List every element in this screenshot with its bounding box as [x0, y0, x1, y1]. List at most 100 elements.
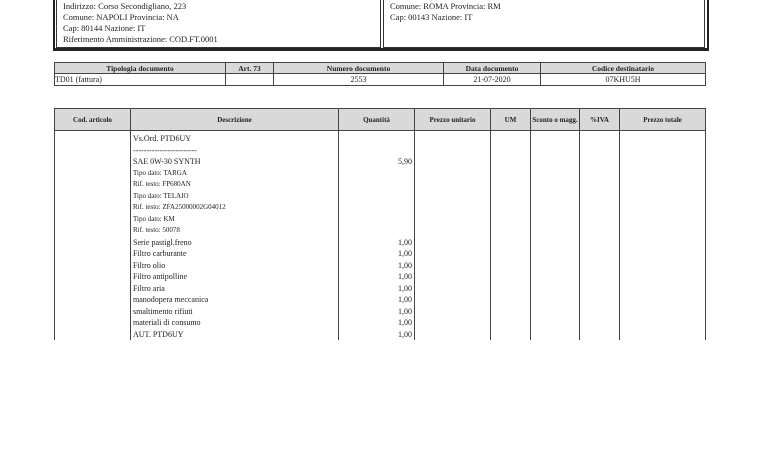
um-cell	[490, 305, 531, 317]
prezzo-totale-cell	[619, 130, 706, 145]
descrizione-cell: SAE 0W-30 SYNTH	[130, 156, 339, 168]
iva-cell	[579, 271, 620, 283]
prezzo-unitario-cell	[414, 271, 491, 283]
document-table: Tipologia documento Art. 73 Numero docum…	[54, 62, 706, 86]
table-row: AUT. PTD6UY 1,00	[54, 328, 706, 340]
descrizione-cell: Tipo dato: TELAIO	[130, 190, 339, 202]
table-row: Filtro antipolline 1,00	[54, 271, 706, 283]
um-cell	[490, 190, 531, 202]
prezzo-totale-cell	[619, 144, 706, 156]
cod-articolo-cell	[54, 225, 131, 237]
sconto-cell	[530, 130, 580, 145]
header-prezzo-totale: Prezzo totale	[619, 108, 706, 131]
sconto-cell	[530, 225, 580, 237]
um-cell	[490, 225, 531, 237]
iva-cell	[579, 213, 620, 225]
cod-articolo-cell	[54, 328, 131, 340]
quantita-cell: 1,00	[338, 259, 415, 271]
table-row: Rif. testo: 50078	[54, 225, 706, 237]
seller-admin-ref: Riferimento Amministrazione: COD.FT.0001	[63, 34, 218, 44]
table-row: Rif. testo: FP680AN	[54, 179, 706, 191]
descrizione-cell: AUT. PTD6UY	[130, 328, 339, 340]
prezzo-totale-cell	[619, 282, 706, 294]
iva-cell	[579, 202, 620, 214]
prezzo-unitario-cell	[414, 130, 491, 145]
table-row: Tipo dato: TARGA	[54, 167, 706, 179]
prezzo-totale-cell	[619, 294, 706, 306]
descrizione-cell: Filtro antipolline	[130, 271, 339, 283]
quantita-cell: 1,00	[338, 282, 415, 294]
cod-articolo-cell	[54, 213, 131, 225]
table-row: manodopera meccanica 1,00	[54, 294, 706, 306]
header-quantita: Quantità	[338, 108, 415, 131]
header-descrizione: Descrizione	[130, 108, 339, 131]
table-row: Vs.Ord. PTD6UY	[54, 130, 706, 145]
cod-articolo-cell	[54, 167, 131, 179]
seller-info: Indirizzo: Corso Secondigliano, 223 Comu…	[56, 0, 381, 48]
prezzo-totale-cell	[619, 259, 706, 271]
um-cell	[490, 167, 531, 179]
seller-city: Comune: NAPOLI Provincia: NA	[63, 12, 179, 22]
quantita-cell	[338, 190, 415, 202]
um-cell	[490, 248, 531, 260]
descrizione-cell: Rif. testo: 50078	[130, 225, 339, 237]
seller-cap: Cap: 80144 Nazione: IT	[63, 23, 146, 33]
iva-cell	[579, 317, 620, 329]
cod-articolo-cell	[54, 236, 131, 248]
iva-cell	[579, 225, 620, 237]
sconto-cell	[530, 144, 580, 156]
um-cell	[490, 236, 531, 248]
parties-box: Indirizzo: Corso Secondigliano, 223 Comu…	[53, 0, 709, 51]
sconto-cell	[530, 179, 580, 191]
um-cell	[490, 259, 531, 271]
prezzo-unitario-cell	[414, 213, 491, 225]
prezzo-unitario-cell	[414, 305, 491, 317]
sconto-cell	[530, 259, 580, 271]
quantita-cell	[338, 202, 415, 214]
iva-cell	[579, 130, 620, 145]
cod-articolo-cell	[54, 190, 131, 202]
prezzo-unitario-cell	[414, 156, 491, 168]
prezzo-totale-cell	[619, 225, 706, 237]
prezzo-totale-cell	[619, 167, 706, 179]
table-row: Tipo dato: KM	[54, 213, 706, 225]
table-row: Filtro olio 1,00	[54, 259, 706, 271]
prezzo-unitario-cell	[414, 225, 491, 237]
table-row: Tipo dato: TELAIO	[54, 190, 706, 202]
sconto-cell	[530, 271, 580, 283]
descrizione-cell: Filtro carburante	[130, 248, 339, 260]
prezzo-totale-cell	[619, 328, 706, 340]
table-row: Filtro aria 1,00	[54, 282, 706, 294]
iva-cell	[579, 144, 620, 156]
prezzo-unitario-cell	[414, 236, 491, 248]
seller-address: Indirizzo: Corso Secondigliano, 223	[63, 1, 187, 11]
um-cell	[490, 271, 531, 283]
header-art73: Art. 73	[225, 62, 274, 74]
quantita-cell: 1,00	[338, 294, 415, 306]
prezzo-totale-cell	[619, 202, 706, 214]
prezzo-totale-cell	[619, 305, 706, 317]
prezzo-totale-cell	[619, 236, 706, 248]
quantita-cell: 1,00	[338, 271, 415, 283]
iva-cell	[579, 179, 620, 191]
numero-value: 2553	[273, 73, 444, 86]
sconto-cell	[530, 248, 580, 260]
table-row: Rif. testo: ZFA25000002G04012	[54, 202, 706, 214]
prezzo-unitario-cell	[414, 144, 491, 156]
quantita-cell	[338, 225, 415, 237]
prezzo-unitario-cell	[414, 202, 491, 214]
header-codice: Codice destinatario	[540, 62, 706, 74]
art73-value	[225, 73, 274, 86]
um-cell	[490, 144, 531, 156]
quantita-cell: 1,00	[338, 317, 415, 329]
prezzo-unitario-cell	[414, 190, 491, 202]
prezzo-totale-cell	[619, 213, 706, 225]
cod-articolo-cell	[54, 179, 131, 191]
cod-articolo-cell	[54, 130, 131, 145]
sconto-cell	[530, 305, 580, 317]
cod-articolo-cell	[54, 305, 131, 317]
um-cell	[490, 179, 531, 191]
descrizione-cell: Rif. testo: FP680AN	[130, 179, 339, 191]
prezzo-unitario-cell	[414, 282, 491, 294]
um-cell	[490, 202, 531, 214]
